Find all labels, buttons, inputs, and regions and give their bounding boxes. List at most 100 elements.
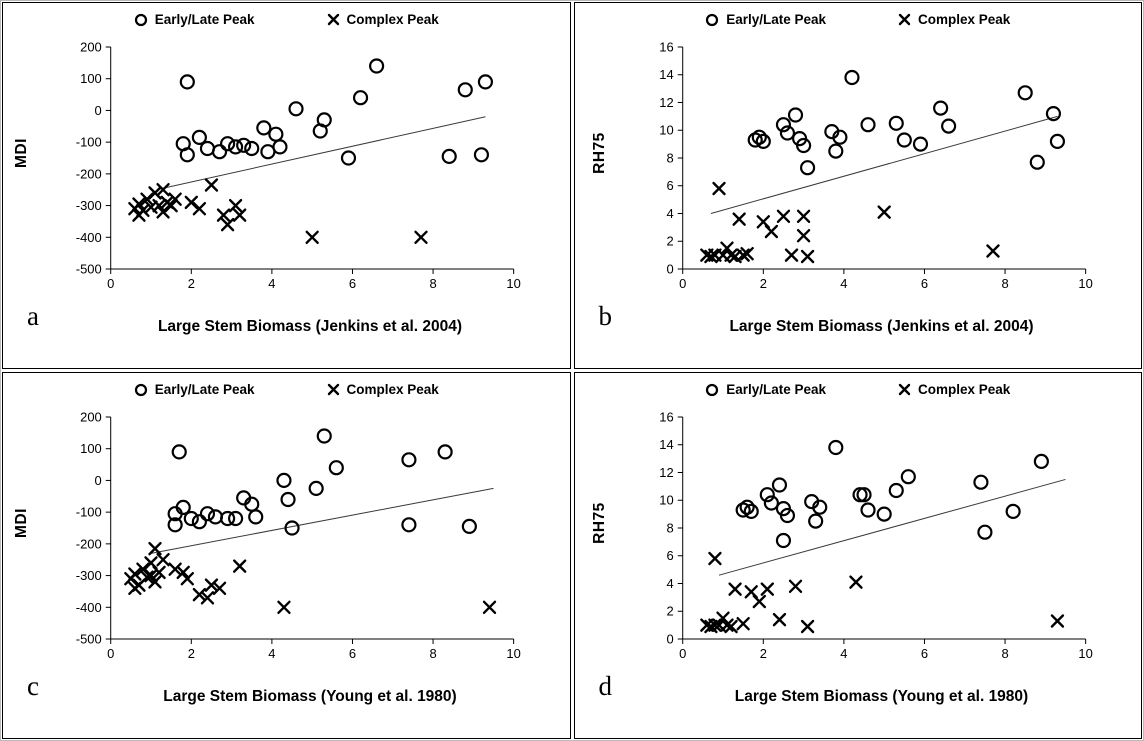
data-point-circle (876, 506, 892, 522)
y-tick-label: 10 (659, 123, 673, 138)
legend: Early/Late Peak Complex Peak (575, 382, 1142, 397)
trendline (158, 116, 486, 190)
data-point-x (168, 562, 182, 576)
data-point-circle (280, 491, 296, 508)
data-point-circle (799, 160, 815, 176)
y-tick-label: 8 (666, 150, 673, 165)
data-point-x (414, 230, 428, 244)
data-point-circle (441, 148, 457, 165)
y-tick-label: -300 (76, 568, 102, 583)
data-point-x (876, 205, 891, 219)
panel-letter: b (598, 301, 613, 331)
data-point-circle (759, 487, 775, 503)
legend-item-complex: Complex Peak (327, 12, 439, 27)
data-point-circle (268, 126, 284, 142)
y-tick-label: 12 (659, 95, 673, 110)
data-point-x (148, 575, 162, 589)
x-tick-label: 10 (506, 646, 520, 661)
data-point-circle (932, 100, 948, 116)
data-point-x (232, 208, 247, 222)
data-point-x (800, 249, 814, 264)
x-axis-title: Large Stem Biomass (Jenkins et al. 2004) (729, 318, 1034, 335)
legend: Early/Late Peak Complex Peak (3, 12, 570, 27)
data-point-circle (228, 510, 244, 527)
data-point-x (148, 186, 162, 200)
data-point-circle (244, 140, 260, 157)
x-tick-label: 8 (429, 276, 436, 291)
data-point-circle (787, 107, 803, 123)
y-tick-label: 10 (659, 493, 673, 508)
data-point-circle (1049, 133, 1065, 150)
y-tick-label: 4 (666, 206, 673, 221)
plot-area: 200 100 0 -100 -200 -300 -400 -500 0 2 4 6 8 10 (76, 409, 521, 661)
x-tick-label: 8 (1001, 646, 1008, 661)
data-point-circle (236, 137, 252, 153)
data-point-x (212, 581, 227, 595)
data-point-circle (976, 524, 992, 540)
legend-label: Complex Peak (918, 382, 1011, 397)
data-point-circle (795, 137, 811, 154)
y-tick-label: -400 (76, 230, 102, 245)
data-point-x (140, 192, 154, 206)
legend-item-early-late: Early/Late Peak (705, 12, 826, 27)
data-point-x (735, 248, 750, 262)
trendline (150, 487, 494, 554)
data-point-x (156, 553, 170, 567)
data-point-circle (888, 482, 904, 499)
legend-label: Early/Late Peak (726, 382, 827, 397)
data-point-x (204, 178, 219, 192)
x-tick-label: 6 (920, 646, 927, 661)
legend: Early/Late Peak Complex Peak (575, 12, 1142, 27)
data-point-x (784, 248, 798, 262)
legend-item-complex: Complex Peak (898, 382, 1010, 397)
legend-label: Early/Late Peak (154, 12, 255, 27)
data-point-x (156, 183, 170, 197)
data-point-x (184, 195, 198, 210)
data-point-circle (167, 517, 183, 533)
data-point-x (168, 192, 182, 206)
data-point-x (719, 618, 734, 632)
data-point-circle (461, 518, 477, 535)
data-point-x (305, 230, 319, 244)
y-tick-label: 12 (659, 465, 673, 480)
x-axis-title: Large Stem Biomass (Young et al. 1980) (163, 688, 457, 705)
data-point-x (796, 229, 810, 243)
y-tick-label: 8 (666, 520, 673, 535)
x-tick-label: 10 (1078, 646, 1092, 661)
y-tick-label: 2 (666, 604, 673, 619)
data-point-x (144, 568, 158, 583)
data-point-circle (401, 517, 417, 533)
y-tick-label: 0 (95, 473, 102, 488)
y-tick-label: -100 (76, 505, 102, 520)
y-tick-label: 200 (80, 409, 102, 424)
data-point-x (277, 600, 291, 614)
data-point-x (152, 198, 166, 213)
y-tick-label: 16 (659, 39, 673, 54)
data-point-circle (843, 69, 860, 86)
x-tick-label: 10 (1078, 276, 1092, 291)
data-point-x (760, 582, 774, 596)
data-point-circle (1045, 105, 1061, 122)
data-point-circle (831, 129, 847, 145)
data-point-circle (888, 115, 904, 131)
data-point-circle (316, 428, 332, 444)
legend: Early/Late Peak Complex Peak (3, 382, 570, 397)
y-tick-label: 14 (659, 437, 673, 452)
y-tick-label: 2 (666, 234, 673, 249)
data-point-circle (288, 101, 304, 117)
data-point-x (176, 565, 190, 580)
x-tick-label: 6 (349, 276, 356, 291)
x-tick-label: 0 (679, 646, 686, 661)
trendline (718, 478, 1066, 576)
data-point-circle (199, 506, 216, 522)
data-point-circle (248, 509, 264, 525)
data-point-x (985, 244, 1000, 258)
data-point-circle (743, 503, 759, 520)
y-tick-label: -500 (76, 261, 102, 276)
legend-label: Complex Peak (346, 382, 439, 397)
data-point-x (707, 551, 722, 566)
circle-marker-icon (134, 13, 147, 26)
circle-marker-icon (134, 383, 147, 396)
x-tick-label: 4 (840, 646, 847, 661)
